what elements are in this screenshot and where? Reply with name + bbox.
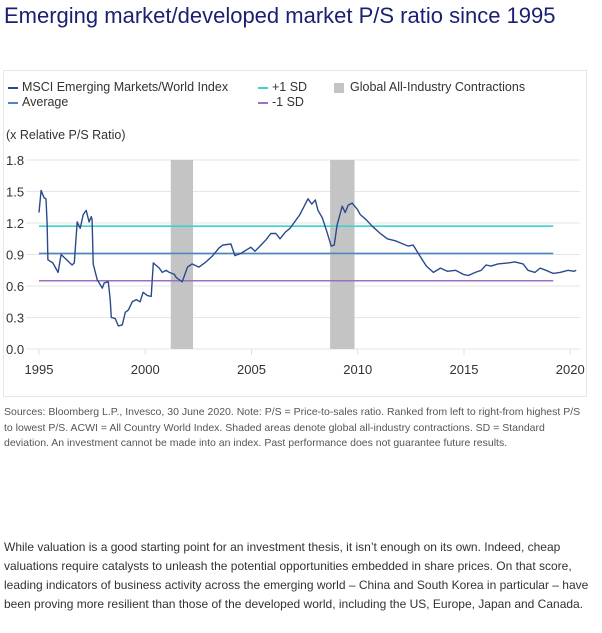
x-tick-label: 1995 bbox=[25, 362, 54, 377]
x-tick-label: 2015 bbox=[450, 362, 479, 377]
series-lines bbox=[38, 189, 577, 327]
contractions-swatch-icon bbox=[334, 82, 344, 93]
legend-item-minus-sd: -1 SD bbox=[258, 95, 307, 110]
chart-frame bbox=[3, 70, 587, 397]
x-tick-label: 2000 bbox=[131, 362, 160, 377]
y-tick-label: 1.8 bbox=[6, 153, 24, 168]
y-tick-label: 0.6 bbox=[6, 279, 24, 294]
line-chart: 0.0 0.3 0.6 0.9 1.2 1.5 1.8 1995 2000 2005 2010 20… bbox=[6, 153, 585, 377]
x-tick-label: 2005 bbox=[237, 362, 266, 377]
y-axis-label: (x Relative P/S Ratio) bbox=[6, 128, 126, 142]
chart-title: Emerging market/developed market P/S rat… bbox=[4, 3, 556, 28]
legend-item-average: Average bbox=[8, 95, 228, 110]
minus-sd-swatch-icon bbox=[258, 101, 268, 104]
legend-item-plus-sd: +1 SD bbox=[258, 80, 307, 95]
x-tick-label: 2010 bbox=[343, 362, 372, 377]
average-line-swatch-icon bbox=[8, 101, 18, 104]
y-tick-label: 1.2 bbox=[6, 216, 24, 231]
y-tick-label: 0.0 bbox=[6, 342, 24, 357]
y-tick-labels: 0.0 0.3 0.6 0.9 1.2 1.5 1.8 bbox=[6, 153, 24, 357]
contraction-shaded-region bbox=[330, 160, 355, 349]
x-tick-labels: 1995 2000 2005 2010 2015 2020 bbox=[25, 362, 585, 377]
msci-line-swatch-icon bbox=[8, 86, 18, 89]
legend-label-average: Average bbox=[22, 95, 69, 109]
x-tick-label: 2020 bbox=[556, 362, 585, 377]
legend-column-2: +1 SD -1 SD bbox=[258, 80, 307, 110]
gridlines bbox=[26, 159, 580, 355]
shaded-regions bbox=[170, 160, 355, 349]
legend-label-minus-sd: -1 SD bbox=[272, 95, 304, 109]
reference-lines bbox=[39, 225, 554, 282]
plus-sd-swatch-icon bbox=[258, 86, 268, 89]
contraction-shaded-region bbox=[170, 160, 194, 349]
legend-column-3: Global All-Industry Contractions bbox=[334, 80, 525, 95]
legend-label-contractions: Global All-Industry Contractions bbox=[350, 80, 526, 94]
body-paragraph: While valuation is a good starting point… bbox=[4, 540, 589, 611]
y-tick-label: 1.5 bbox=[6, 185, 24, 200]
legend-label-plus-sd: +1 SD bbox=[272, 80, 308, 94]
y-tick-label: 0.9 bbox=[6, 248, 24, 263]
legend-label-msci: MSCI Emerging Markets/World Index bbox=[22, 80, 229, 94]
msci-em-world-index-line bbox=[38, 189, 577, 327]
legend-item-contractions: Global All-Industry Contractions bbox=[334, 80, 525, 95]
sources-note: Sources: Bloomberg L.P., Invesco, 30 Jun… bbox=[4, 406, 581, 449]
y-tick-label: 0.3 bbox=[6, 311, 24, 326]
legend-column-1: MSCI Emerging Markets/World Index Averag… bbox=[8, 80, 228, 110]
legend-item-msci: MSCI Emerging Markets/World Index bbox=[8, 80, 228, 95]
